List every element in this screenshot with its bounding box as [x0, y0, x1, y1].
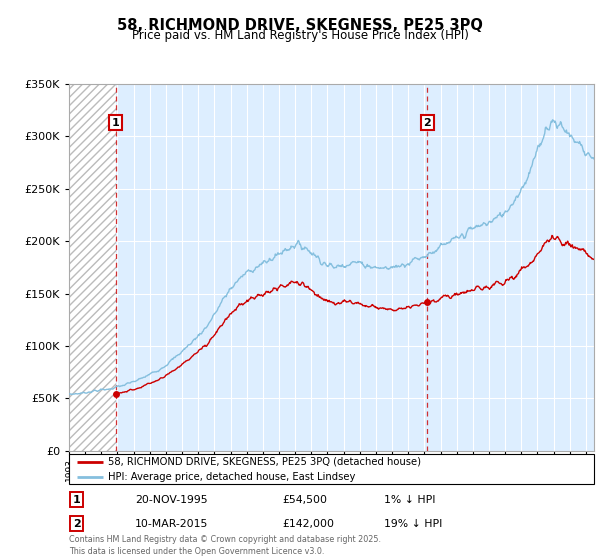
Text: £54,500: £54,500 — [282, 494, 327, 505]
Text: 10-MAR-2015: 10-MAR-2015 — [135, 519, 208, 529]
Text: 58, RICHMOND DRIVE, SKEGNESS, PE25 3PQ: 58, RICHMOND DRIVE, SKEGNESS, PE25 3PQ — [117, 18, 483, 33]
Text: Contains HM Land Registry data © Crown copyright and database right 2025.
This d: Contains HM Land Registry data © Crown c… — [69, 535, 381, 556]
Text: Price paid vs. HM Land Registry's House Price Index (HPI): Price paid vs. HM Land Registry's House … — [131, 29, 469, 42]
Text: 19% ↓ HPI: 19% ↓ HPI — [384, 519, 442, 529]
Text: 1% ↓ HPI: 1% ↓ HPI — [384, 494, 436, 505]
Bar — [69, 66, 116, 451]
Text: 2: 2 — [424, 118, 431, 128]
Text: £142,000: £142,000 — [282, 519, 334, 529]
Text: HPI: Average price, detached house, East Lindsey: HPI: Average price, detached house, East… — [109, 472, 356, 482]
Text: 1: 1 — [73, 494, 80, 505]
FancyBboxPatch shape — [69, 454, 594, 484]
Text: 2: 2 — [73, 519, 80, 529]
Text: 20-NOV-1995: 20-NOV-1995 — [135, 494, 208, 505]
Text: 1: 1 — [112, 118, 119, 128]
Text: 58, RICHMOND DRIVE, SKEGNESS, PE25 3PQ (detached house): 58, RICHMOND DRIVE, SKEGNESS, PE25 3PQ (… — [109, 457, 421, 467]
